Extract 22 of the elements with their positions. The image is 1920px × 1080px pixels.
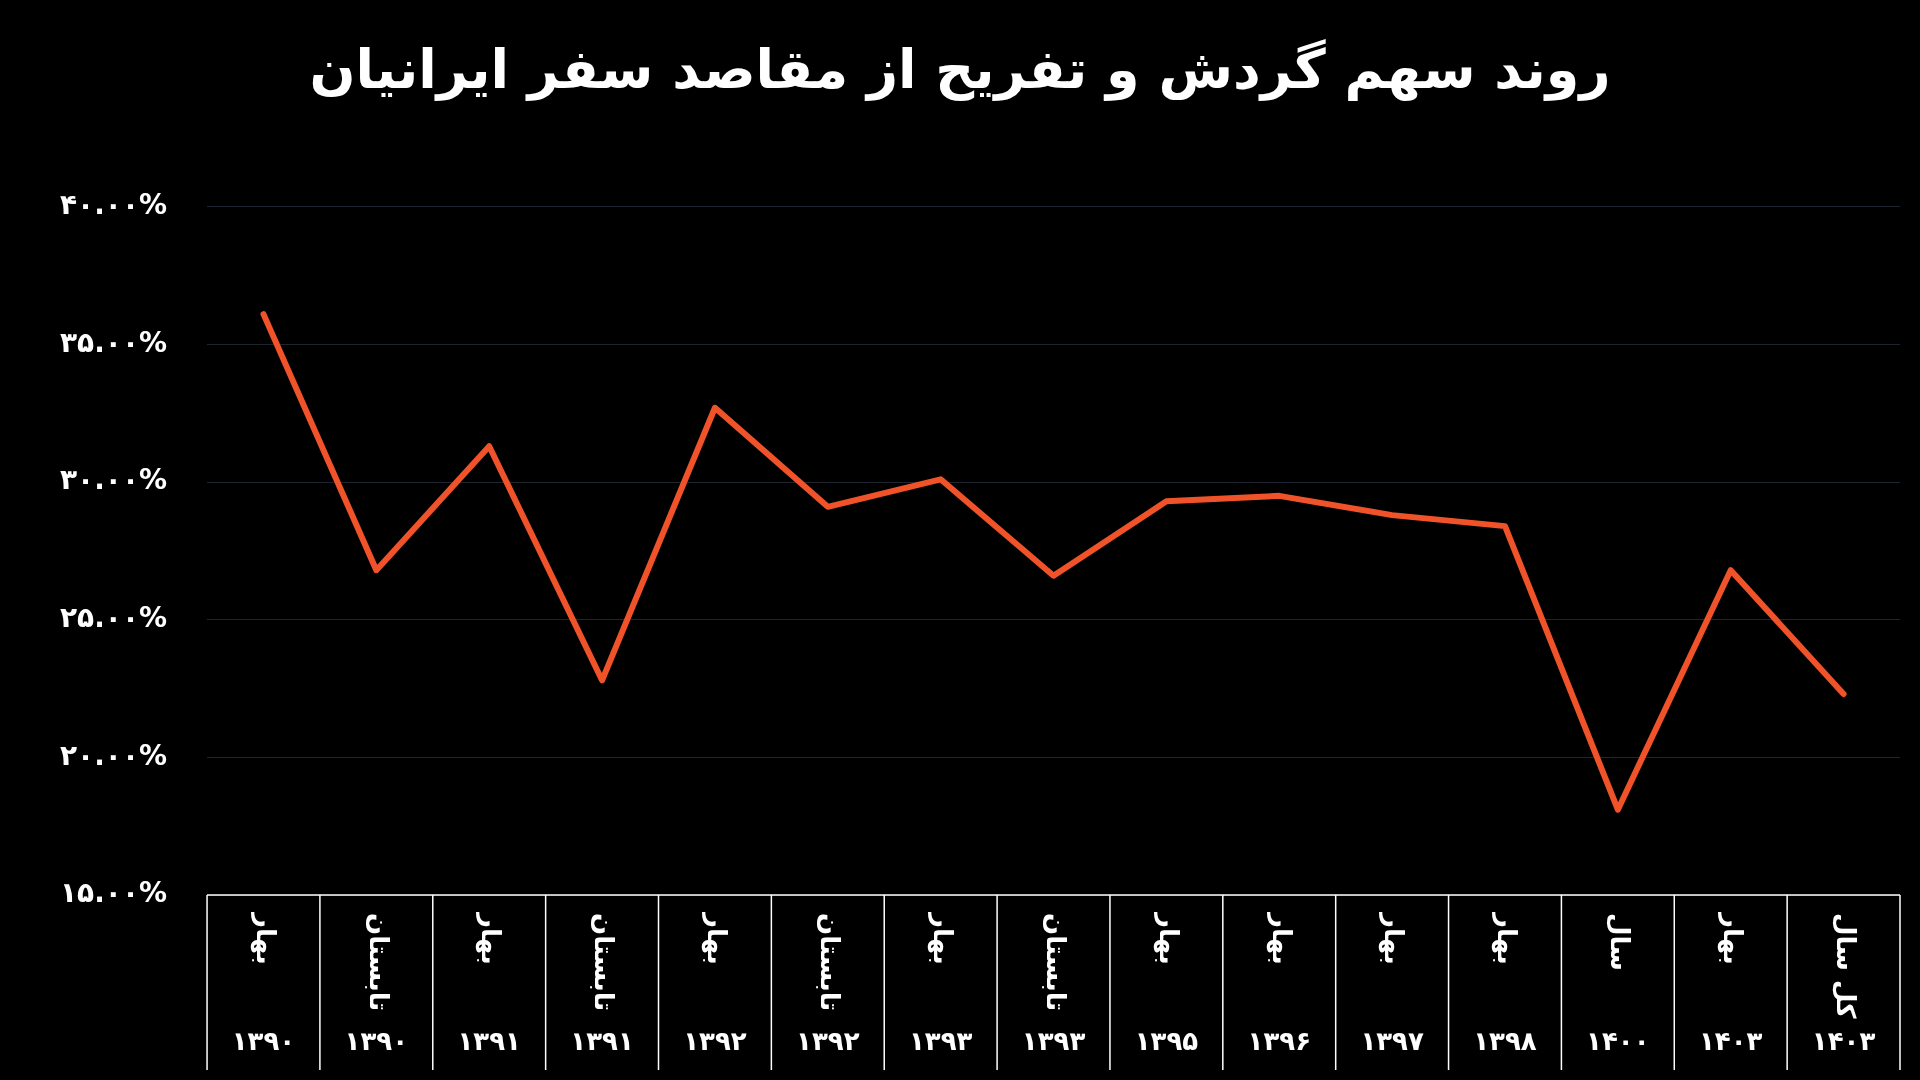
chart-title: روند سهم گردش و تفریح از مقاصد سفر ایرانیان [308,37,1612,103]
category-label: سال ۱۴۰۰ [1586,913,1650,1056]
category-label: بهار ۱۳۹۰ [231,913,296,1056]
category-label: بهار ۱۳۹۳ [908,913,973,1056]
category-label: بهار ۱۴۰۳ [1698,913,1763,1056]
y-tick-label: ۴۰.۰۰% [59,188,168,222]
y-tick-label: ۳۵.۰۰% [59,325,168,359]
x-tick-label: کل سال ۱۴۰۳ [1811,913,1876,1056]
category-label: بهار ۱۳۹۷ [1360,913,1424,1056]
x-tick-label: تابستان ۱۳۹۲ [796,913,860,1056]
x-tick-label: تابستان ۱۳۹۳ [1021,913,1086,1056]
category-label: بهار ۱۳۹۱ [457,913,521,1056]
category-label: بهار ۱۳۹۵ [1134,913,1199,1056]
y-tick-label: ۲۵.۰۰% [59,601,168,634]
y-tick-label: ۲۰.۰۰% [59,738,168,772]
x-tick-label: تابستان ۱۳۹۰ [344,913,409,1056]
x-tick-label: تابستان ۱۳۹۱ [570,913,634,1056]
category-label: بهار ۱۳۹۲ [683,913,747,1056]
category-label: بهار ۱۳۹۶ [1247,913,1311,1056]
y-tick-label: ۳۰.۰۰% [59,463,168,497]
category-label: بهار ۱۳۹۸ [1473,913,1537,1056]
y-tick-label: ۱۵.۰۰% [59,876,168,910]
